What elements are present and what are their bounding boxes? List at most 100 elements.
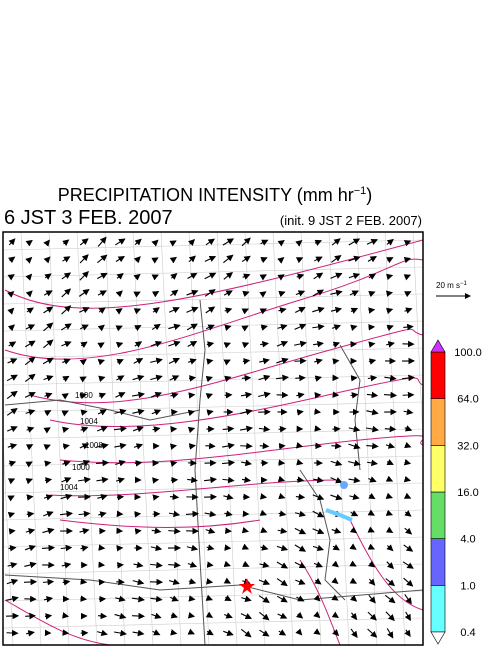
wind-arrow	[118, 343, 122, 345]
wind-arrow	[171, 274, 176, 278]
wind-arrow	[277, 579, 287, 586]
isobar-label: 1008	[85, 441, 103, 450]
wind-arrow	[208, 394, 212, 396]
wind-arrow	[259, 360, 269, 362]
wind-arrow	[388, 479, 392, 481]
wind-arrow	[189, 581, 195, 583]
wind-arrow	[295, 528, 305, 533]
wind-arrow	[9, 548, 16, 549]
title-text: PRECIPITATION INTENSITY (mm hr	[58, 185, 354, 205]
wind-arrow	[332, 530, 341, 533]
wind-arrow	[150, 376, 161, 379]
wind-arrow	[260, 343, 268, 344]
wind-scale-text: 20 m s	[436, 281, 460, 290]
wind-arrow	[186, 514, 198, 515]
wind-arrow	[225, 598, 230, 601]
wind-arrow	[170, 376, 179, 380]
wind-arrow	[153, 428, 160, 429]
wind-arrow	[169, 513, 179, 515]
wind-arrow	[44, 496, 52, 498]
wind-arrow	[313, 529, 324, 534]
wind-arrow	[388, 513, 392, 514]
wind-arrow	[46, 463, 51, 464]
wind-arrow	[9, 239, 14, 245]
wind-arrow	[223, 255, 232, 262]
wind-arrow	[81, 547, 88, 548]
wind-arrow	[44, 307, 53, 313]
wind-arrow	[331, 446, 340, 447]
colorbar-label: 32.0	[457, 440, 478, 452]
wind-arrow	[151, 614, 160, 617]
wind-arrow	[63, 581, 70, 582]
wind-arrow	[152, 530, 161, 531]
wind-arrow	[241, 394, 251, 396]
wind-arrow	[298, 614, 303, 618]
location-star	[239, 578, 255, 594]
wind-arrow	[314, 360, 322, 362]
wind-arrow	[98, 513, 105, 515]
wind-arrow	[43, 582, 53, 583]
wind-arrow	[25, 374, 34, 381]
wind-arrow	[114, 428, 126, 429]
wind-arrow	[190, 395, 195, 396]
wind-arrow	[312, 308, 323, 312]
wind-arrow	[370, 310, 374, 311]
wind-arrow	[208, 615, 212, 618]
wind-arrow	[116, 257, 124, 262]
wind-arrow	[115, 239, 124, 245]
wind-arrow	[406, 275, 410, 277]
wind-arrow	[136, 292, 140, 294]
wind-arrow	[168, 531, 179, 532]
wind-arrow	[26, 530, 34, 532]
wind-arrow	[64, 616, 68, 617]
wind-arrow	[406, 630, 410, 636]
wind-arrow	[116, 376, 123, 380]
wind-arrow	[225, 395, 232, 396]
wind-arrow	[331, 256, 340, 263]
wind-arrow	[28, 291, 32, 295]
wind-arrow	[10, 496, 14, 498]
wind-arrow	[225, 309, 232, 311]
isobar-label: 1000	[75, 391, 93, 400]
wind-arrow	[280, 258, 283, 261]
wind-arrow	[224, 273, 232, 280]
wind-arrow	[96, 479, 107, 481]
wind-arrow	[188, 563, 196, 566]
wind-arrow	[172, 241, 176, 243]
wind-arrow	[100, 325, 104, 328]
wind-arrow	[406, 612, 411, 620]
wind-arrow	[79, 513, 90, 514]
colorbar-label: 64.0	[457, 394, 478, 406]
wind-arrow	[170, 394, 177, 396]
wind-arrow	[168, 342, 179, 346]
wind-arrow	[226, 360, 230, 362]
wind-arrow	[241, 614, 251, 619]
wind-arrow	[349, 479, 360, 481]
wind-arrow	[226, 343, 230, 345]
wind-arrow	[295, 308, 304, 313]
wind-arrow	[208, 598, 212, 599]
wind-arrow	[244, 326, 248, 328]
wind-arrow	[313, 495, 323, 499]
wind-arrow	[406, 479, 410, 480]
wind-arrow	[406, 445, 411, 447]
colorbar-segment	[431, 492, 445, 539]
wind-arrow	[223, 429, 234, 430]
wind-arrow	[98, 410, 106, 414]
wind-arrow	[25, 357, 34, 364]
wind-arrow	[169, 308, 179, 313]
wind-arrow	[405, 512, 410, 516]
wind-arrow	[188, 360, 196, 363]
wind-arrow	[405, 428, 411, 430]
wind-arrow	[206, 530, 215, 533]
wind-arrow	[279, 292, 284, 294]
wind-arrow	[7, 375, 17, 380]
wind-arrow	[404, 578, 413, 586]
wind-arrow	[367, 394, 377, 395]
wind-arrow	[133, 632, 144, 634]
wind-arrow	[154, 240, 158, 243]
wind-arrow	[171, 615, 177, 617]
wind-arrow	[100, 377, 105, 378]
wind-arrow	[82, 582, 86, 583]
wind-arrow	[26, 325, 34, 329]
